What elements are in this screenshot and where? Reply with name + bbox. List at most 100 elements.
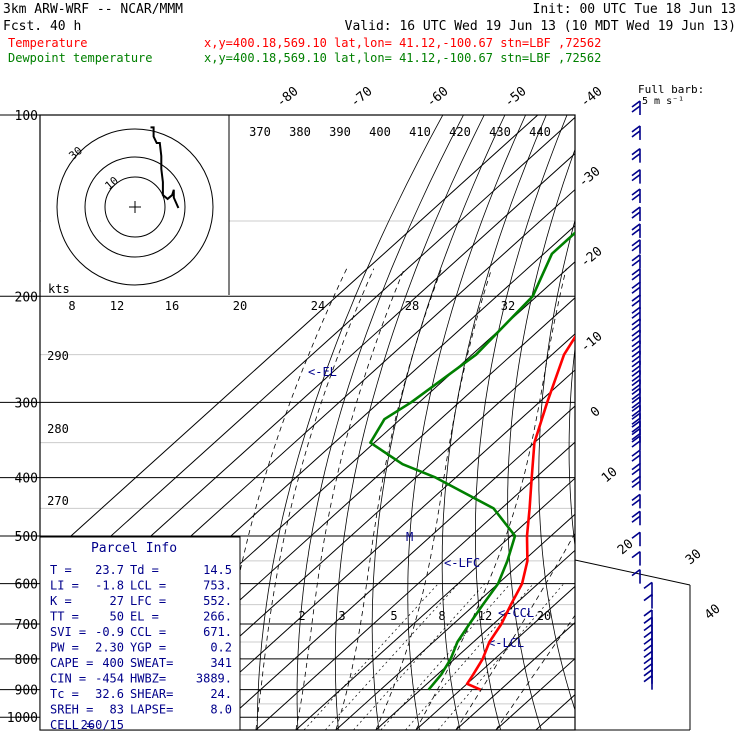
parcel-stat: -454 [95,672,124,686]
mixing-ratio-top-label: 20 [233,299,247,313]
dry-adiabat [371,115,506,730]
parcel-stat: K = [50,594,72,608]
wind-barb [631,254,641,269]
dry-adiabat [334,115,485,730]
hodograph-ring-inner [104,176,166,238]
isotherm-label: -20 [578,244,606,271]
dry-adiabat [568,344,575,549]
wind-barb-flag [643,581,653,590]
wind-barb-flag [631,401,641,409]
wind-barb-flag [631,355,641,363]
parcel-stat: 23.7 [95,563,124,577]
wind-barb [631,125,641,140]
pressure-label: 900 [15,684,38,699]
isotherm-label: -40 [578,84,606,111]
mixing-ratio-top-label: 16 [165,299,179,313]
hodograph-ring-middle [84,156,186,258]
wind-barb-flag [643,650,653,658]
wind-barb-flag [631,498,641,507]
parcel-annotation: M [406,530,413,544]
pressure-label: 700 [15,618,38,633]
dry-adiabat [507,148,575,730]
mixing-ratio-top-label: 32 [501,299,515,313]
isotherm-label: 40 [702,602,724,624]
pressure-label: 100 [15,109,38,124]
parcel-stat: LI = [50,579,79,593]
isotherm-line [215,405,575,730]
isotherm-label: 0 [588,404,604,421]
isotherm-label: -80 [274,84,302,111]
isotherm-line [40,116,575,601]
barb-legend-unit: 5 m s⁻¹ [642,96,684,107]
wind-barb-flag [631,254,641,262]
wind-barb-flag [643,637,653,645]
parcel-stat: 3889. [196,672,232,686]
wind-barb [631,239,641,254]
wind-barb-flag [631,105,641,113]
isotherm-label: -10 [578,329,606,356]
isotherm-line [40,115,539,565]
theta-e-label: 440 [529,125,551,139]
wind-barb-flag [631,550,641,559]
wind-barb [631,493,641,509]
isotherm-line [415,585,575,730]
wind-barb-flag [631,425,641,433]
init-time: Init: 00 UTC Tue 18 Jun 13 [533,2,737,17]
parcel-stat: SHEAR= [130,687,173,701]
parcel-stat: -1.8 [95,579,124,593]
wind-barb-flag [631,306,641,314]
wind-barb-flag [631,480,641,488]
moist-adiabat [335,268,442,730]
parcel-annotation: <-LFC [444,556,480,570]
isotherm-line [375,549,575,730]
wind-barb-flag [643,623,653,632]
wind-barb-flag [631,404,641,412]
parcel-stat: 8.0 [210,703,232,717]
parcel-stat: LAPSE= [130,703,173,717]
pressure-label: 300 [15,396,38,411]
wind-barb-flag [631,369,641,377]
wind-barb-flag [631,510,641,518]
wind-barb-flag [643,644,653,652]
isotherm-line [135,333,575,730]
wind-barb-flag [631,449,641,457]
wind-barb-flag [631,294,641,302]
barb-axis-diagonal [574,559,691,586]
parcel-stat: 260/15 [81,718,124,732]
isotherm-label: 10 [599,465,621,487]
parcel-stat: CAPE = [50,656,93,670]
wind-barb-flag [631,467,641,476]
dry-adiabat [655,115,740,730]
wind-barb [631,148,641,163]
parcel-stat: 50 [110,610,124,624]
wind-barb [631,568,641,584]
parcel-stat: -0.9 [95,625,124,639]
parcel-stat: YGP = [130,641,166,655]
hodograph-unit: kts [48,282,70,296]
wind-barb [631,531,641,547]
wind-barb-flag [643,593,653,602]
isotherm-label: -50 [502,84,530,111]
mixing-ratio-label: 3 [338,609,345,623]
isotherm-line [335,513,575,730]
parcel-info-title: Parcel Info [91,541,177,556]
wind-barb-flag [631,193,641,201]
theta-e-label: 400 [369,125,391,139]
theta-e-label: 420 [449,125,471,139]
parcel-stat: 2.30 [95,641,124,655]
mixing-ratio-line [353,583,486,730]
valid-time: Valid: 16 UTC Wed 19 Jun 13 (10 MDT Wed … [345,19,736,34]
wind-barb-flag [631,228,641,236]
wind-barb-flag [631,383,641,392]
wind-barb-flag [631,125,641,133]
wind-barb-flag [631,286,641,294]
hodograph-trace [150,126,180,209]
wind-barb-flag [631,100,641,108]
wind-barb [631,550,641,566]
parcel-stat: 0.2 [210,641,232,655]
barb-legend: Full barb: [638,83,704,96]
parcel-annotation: <-EL [308,365,337,379]
wind-barb-flag [643,630,653,639]
wind-barb [631,223,641,238]
